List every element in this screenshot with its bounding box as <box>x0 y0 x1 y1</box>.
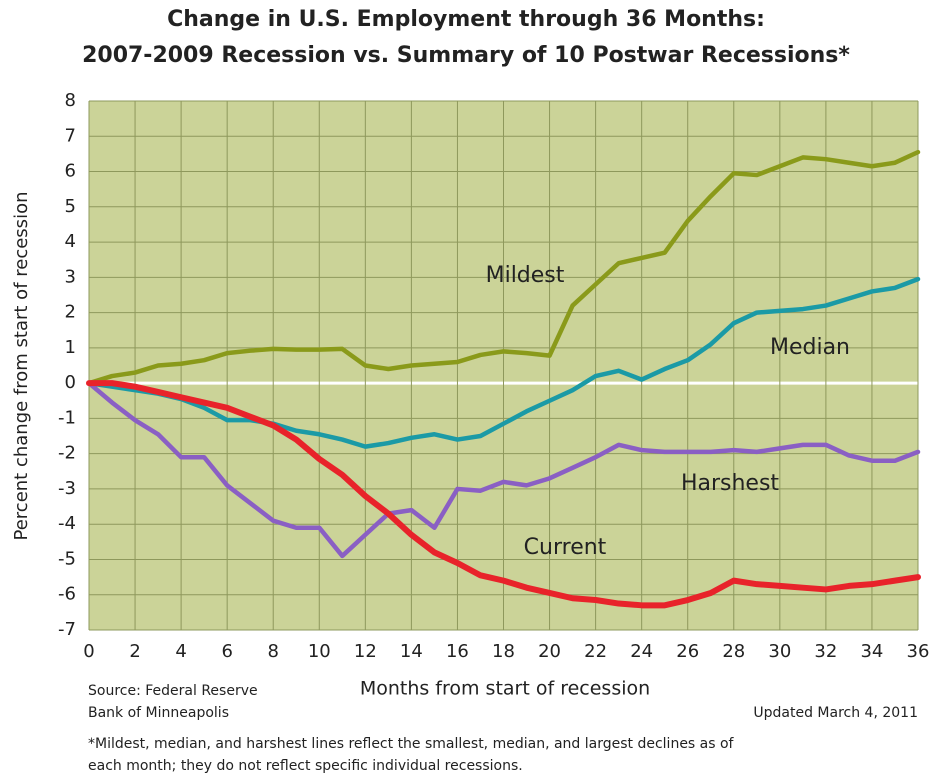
chart-title: 2007-2009 Recession vs. Summary of 10 Po… <box>82 43 850 68</box>
y-tick-label: 0 <box>65 372 76 393</box>
x-tick-label: 8 <box>267 641 278 662</box>
y-tick-label: 8 <box>65 90 76 111</box>
y-tick-label: -2 <box>58 443 76 464</box>
y-tick-label: -5 <box>58 548 76 569</box>
y-tick-label: 7 <box>65 125 76 146</box>
x-tick-label: 10 <box>308 641 331 662</box>
y-tick-label: -7 <box>58 619 76 640</box>
x-tick-label: 14 <box>400 641 423 662</box>
x-tick-label: 34 <box>860 641 883 662</box>
series-line <box>86 380 921 609</box>
x-tick-label: 4 <box>175 641 186 662</box>
y-tick-label: -3 <box>58 478 76 499</box>
x-tick-label: 0 <box>83 641 94 662</box>
x-tick-label: 20 <box>538 641 561 662</box>
series-label: Median <box>770 335 850 360</box>
x-axis-label: Months from start of recession <box>360 678 650 700</box>
footnote: each month; they do not reflect specific… <box>88 758 523 774</box>
x-tick-label: 24 <box>630 641 653 662</box>
x-tick-label: 22 <box>584 641 607 662</box>
series-label: Harshest <box>681 471 779 496</box>
x-tick-label: 6 <box>221 641 232 662</box>
x-tick-label: 30 <box>768 641 791 662</box>
series-line <box>86 149 921 386</box>
series-label: Current <box>524 535 607 560</box>
x-tick-label: 18 <box>492 641 515 662</box>
y-axis-label: Percent change from start of recession <box>11 192 32 541</box>
y-tick-label: -1 <box>58 407 76 428</box>
y-tick-label: -4 <box>58 513 76 534</box>
y-tick-label: 2 <box>65 302 76 323</box>
y-tick-label: -6 <box>58 584 76 605</box>
y-tick-label: 5 <box>65 196 76 217</box>
series-line <box>86 380 921 559</box>
series-label: Mildest <box>486 263 565 288</box>
x-tick-label: 26 <box>676 641 699 662</box>
y-tick-label: 4 <box>65 231 76 252</box>
series-line <box>86 276 921 449</box>
footnote: *Mildest, median, and harshest lines ref… <box>88 736 735 752</box>
x-tick-label: 16 <box>446 641 469 662</box>
x-tick-label: 12 <box>354 641 377 662</box>
chart-title: Change in U.S. Employment through 36 Mon… <box>167 7 765 32</box>
y-tick-label: 3 <box>65 266 76 287</box>
x-tick-label: 28 <box>722 641 745 662</box>
updated: Updated March 4, 2011 <box>753 705 918 721</box>
y-tick-label: 6 <box>65 161 76 182</box>
source: Source: Federal Reserve <box>88 683 258 699</box>
y-tick-label: 1 <box>65 337 76 358</box>
x-tick-label: 36 <box>907 641 930 662</box>
source: Bank of Minneapolis <box>88 705 229 721</box>
x-tick-label: 2 <box>129 641 140 662</box>
x-tick-label: 32 <box>814 641 837 662</box>
